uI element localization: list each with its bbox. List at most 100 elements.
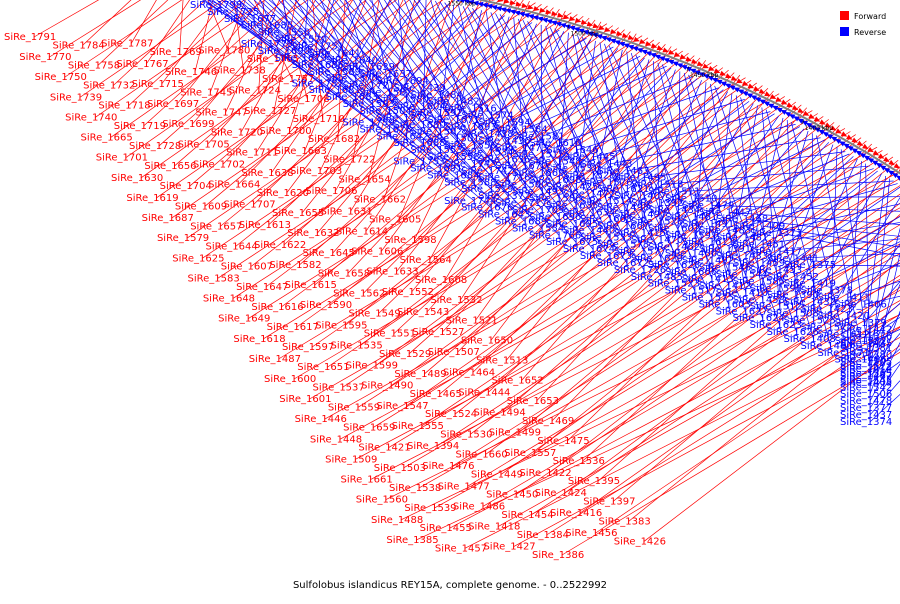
feature-label: SiRe_1614 xyxy=(336,226,388,237)
feature-label: SiRe_1449 xyxy=(471,470,523,481)
feature-label: SiRe_1617 xyxy=(267,322,319,333)
feature-label: SiRe_1490 xyxy=(361,381,413,392)
feature-label: SiRe_1395 xyxy=(568,476,620,487)
scale-tick-label: 1500 kbp xyxy=(571,30,599,37)
feature-arrow xyxy=(894,163,900,168)
feature-label: SiRe_1702 xyxy=(193,159,245,170)
feature-label: SiRe_1582 xyxy=(269,260,321,271)
feature-label: SiRe_1647 xyxy=(236,282,288,293)
feature-arrow xyxy=(668,50,675,55)
feature-label: SiRe_1405 xyxy=(840,378,892,389)
feature-label: SiRe_1747 xyxy=(196,107,248,118)
feature-label: SiRe_1579 xyxy=(157,233,209,244)
feature-label: SiRe_1701 xyxy=(96,153,148,164)
feature-label: SiRe_1469 xyxy=(522,416,574,427)
feature-label: SiRe_1529 xyxy=(379,349,431,360)
feature-label: SiRe_1503 xyxy=(374,463,426,474)
feature-label: SiRe_1644 xyxy=(205,242,257,253)
feature-label: SiRe_1373 xyxy=(750,228,802,239)
feature-label: SiRe_1564 xyxy=(400,255,452,266)
feature-arrow xyxy=(593,23,600,28)
feature-label: SiRe_1397 xyxy=(583,496,635,507)
feature-arrow xyxy=(674,52,681,57)
feature-label: SiRe_1547 xyxy=(376,401,428,412)
feature-label: SiRe_1638 xyxy=(241,168,293,179)
feature-label: SiRe_1625 xyxy=(172,253,224,264)
legend: Forward Reverse xyxy=(840,11,886,37)
feature-label: SiRe_1507 xyxy=(428,347,480,358)
scale-tick-label: 1550 kbp xyxy=(448,1,476,8)
feature-label: SiRe_1622 xyxy=(254,240,306,251)
feature-label: SiRe_1738 xyxy=(213,66,265,77)
scale-tick-label: 1400 kbp xyxy=(805,125,833,132)
feature-label: SiRe_1465 xyxy=(410,389,462,400)
feature-label: SiRe_1745 xyxy=(180,87,232,98)
feature-label: SiRe_1707 xyxy=(223,200,275,211)
feature-label: SiRe_1722 xyxy=(323,154,375,165)
feature-label: SiRe_1662 xyxy=(354,195,406,206)
feature-label: SiRe_1555 xyxy=(392,421,444,432)
feature-label: SiRe_1699 xyxy=(162,119,214,130)
feature-label: SiRe_1539 xyxy=(404,503,456,514)
feature-label: SiRe_1630 xyxy=(111,173,163,184)
feature-label: SiRe_1552 xyxy=(382,287,434,298)
feature-label: SiRe_1618 xyxy=(233,334,285,345)
feature-label: SiRe_1487 xyxy=(249,354,301,365)
feature-label: SiRe_1687 xyxy=(142,213,194,224)
feature-arrow xyxy=(736,78,743,83)
feature-arrow xyxy=(803,111,810,116)
feature-label: SiRe_1770 xyxy=(19,52,71,63)
feature-arrow xyxy=(708,66,715,71)
feature-label: SiRe_1557 xyxy=(504,448,556,459)
feature-arrow xyxy=(581,20,587,25)
feature-arrow xyxy=(862,144,868,149)
feature-label: SiRe_1704 xyxy=(160,181,212,192)
feature-label: SiRe_1767 xyxy=(116,59,168,70)
feature-arrow xyxy=(797,108,804,113)
feature-label: SiRe_1645 xyxy=(303,248,355,259)
feature-label: SiRe_1375 xyxy=(784,260,836,271)
feature-arrow xyxy=(610,29,617,34)
feature-label: SiRe_1488 xyxy=(371,515,423,526)
feature-arrow xyxy=(878,153,884,158)
feature-label: SiRe_1661 xyxy=(340,475,392,486)
feature-arrow xyxy=(702,63,709,68)
feature-label: SiRe_1784 xyxy=(53,40,105,51)
feature-label: SiRe_1700 xyxy=(259,126,311,137)
feature-label: SiRe_1374 xyxy=(840,417,892,428)
feature-label: SiRe_1513 xyxy=(476,356,528,367)
feature-label: SiRe_1682 xyxy=(308,134,360,145)
feature-arrow xyxy=(742,81,749,86)
feature-label: SiRe_1543 xyxy=(397,307,449,318)
feature-label: SiRe_1711 xyxy=(226,148,278,159)
feature-label: SiRe_1758 xyxy=(68,60,120,71)
feature-arrow xyxy=(857,141,863,146)
feature-label: SiRe_1406 xyxy=(835,299,887,310)
feature-label: SiRe_1769 xyxy=(150,47,202,58)
feature-label: SiRe_1718 xyxy=(98,101,150,112)
feature-label: SiRe_1616 xyxy=(251,302,303,313)
feature-label: SiRe_1384 xyxy=(517,530,569,541)
feature-label: SiRe_1724 xyxy=(229,86,281,97)
feature-label: SiRe_1386 xyxy=(532,550,584,561)
feature-label: SiRe_1655 xyxy=(272,208,324,219)
feature-arrow xyxy=(680,54,687,59)
feature-label: SiRe_1659 xyxy=(343,423,395,434)
feature-label: SiRe_1728 xyxy=(129,141,181,152)
feature-arrow xyxy=(557,13,563,18)
feature-label: SiRe_1653 xyxy=(507,396,559,407)
feature-label: SiRe_1560 xyxy=(356,495,408,506)
legend-reverse-swatch xyxy=(840,27,849,36)
feature-label: SiRe_1477 xyxy=(438,481,490,492)
feature-arrow xyxy=(697,61,704,66)
scale-tick-label: 1450 kbp xyxy=(690,72,718,79)
feature-label: SiRe_1595 xyxy=(315,320,367,331)
feature-arrow xyxy=(819,119,826,124)
feature-label: SiRe_1632 xyxy=(287,228,339,239)
feature-label: SiRe_1583 xyxy=(188,273,240,284)
legend-forward-swatch xyxy=(840,11,849,20)
feature-label: SiRe_1710 xyxy=(293,114,345,125)
feature-label: SiRe_1489 xyxy=(394,369,446,380)
feature-label: SiRe_1524 xyxy=(425,409,477,420)
feature-label: SiRe_1427 xyxy=(483,542,535,553)
